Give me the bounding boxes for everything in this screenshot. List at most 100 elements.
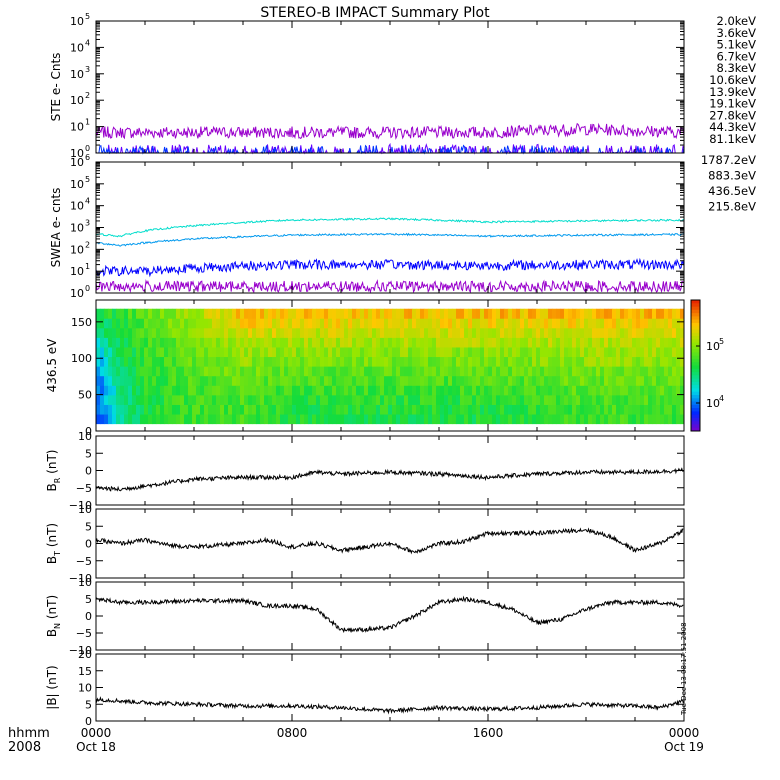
heatmap-cell [608, 356, 613, 367]
heatmap-cell [116, 308, 121, 319]
heatmap-cell [388, 337, 393, 348]
heatmap-cell [668, 404, 673, 415]
heatmap-cell [136, 394, 141, 405]
heatmap-cell [216, 385, 221, 396]
heatmap-cell [336, 356, 341, 367]
heatmap-cell [260, 318, 265, 329]
heatmap-cell [152, 347, 157, 358]
heatmap-cell [652, 394, 657, 405]
colorbar-segment [691, 411, 700, 416]
heatmap-cell [380, 327, 385, 338]
heatmap-cell [612, 385, 617, 396]
heatmap-cell [580, 308, 585, 319]
heatmap-cell [640, 414, 645, 425]
heatmap-cell [372, 404, 377, 415]
heatmap-cell [216, 404, 221, 415]
colorbar-segment [691, 362, 700, 366]
heatmap-cell [144, 308, 149, 319]
heatmap-cell [300, 318, 305, 329]
heatmap-cell [660, 308, 665, 319]
heatmap-cell [512, 404, 517, 415]
colorbar-segment [691, 358, 700, 363]
heatmap-cell [588, 337, 593, 348]
heatmap-cell [416, 394, 421, 405]
heatmap-cell [428, 375, 433, 386]
heatmap-cell [476, 347, 481, 358]
heatmap-cell [428, 404, 433, 415]
heatmap-cell [316, 327, 321, 338]
heatmap-cell [560, 347, 565, 358]
heatmap-cell [464, 356, 469, 367]
heatmap-cell [596, 318, 601, 329]
heatmap-cell [628, 366, 633, 377]
heatmap-cell [512, 385, 517, 396]
heatmap-cell [120, 347, 125, 358]
heatmap-cell [552, 385, 557, 396]
heatmap-cell [616, 366, 621, 377]
heatmap-cell [200, 308, 205, 319]
heatmap-cell [520, 327, 525, 338]
heatmap-cell [116, 356, 121, 367]
heatmap-cell [328, 337, 333, 348]
heatmap-cell [480, 347, 485, 358]
heatmap-cell [300, 356, 305, 367]
heatmap-cell [628, 404, 633, 415]
heatmap-cell [220, 347, 225, 358]
heatmap-cell [588, 414, 593, 425]
heatmap-cell [128, 394, 133, 405]
colorbar-segment [691, 388, 700, 393]
heatmap-cell [348, 404, 353, 415]
heatmap-cell [164, 385, 169, 396]
heatmap-cell [228, 318, 233, 329]
heatmap-cell [256, 375, 261, 386]
heatmap-cell [156, 394, 161, 405]
heatmap-cell [624, 347, 629, 358]
heatmap-cell [664, 375, 669, 386]
heatmap-cell [348, 414, 353, 425]
heatmap-cell [324, 366, 329, 377]
heatmap-cell [596, 375, 601, 386]
heatmap-cell [596, 337, 601, 348]
heatmap-cell [472, 318, 477, 329]
heatmap-cell [548, 404, 553, 415]
heatmap-cell [100, 385, 105, 396]
heatmap-cell [224, 414, 229, 425]
heatmap-cell [640, 318, 645, 329]
heatmap-cell [396, 366, 401, 377]
heatmap-cell [652, 327, 657, 338]
y-tick-label: 10 [70, 147, 84, 160]
heatmap-cell [288, 385, 293, 396]
heatmap-cell [500, 337, 505, 348]
heatmap-cell [160, 308, 165, 319]
colorbar-segment [691, 303, 700, 308]
heatmap-cell [504, 375, 509, 386]
heatmap-cell [124, 414, 129, 425]
heatmap-cell [268, 404, 273, 415]
heatmap-cell [176, 308, 181, 319]
heatmap-cell [320, 394, 325, 405]
heatmap-cell [532, 356, 537, 367]
heatmap-cell [420, 356, 425, 367]
heatmap-cell [604, 318, 609, 329]
heatmap-cell [308, 375, 313, 386]
heatmap-cell [244, 308, 249, 319]
heatmap-cell [340, 356, 345, 367]
heatmap-cell [392, 366, 397, 377]
heatmap-cell [560, 404, 565, 415]
heatmap-cell [384, 366, 389, 377]
heatmap-cell [612, 394, 617, 405]
heatmap-cell [340, 308, 345, 319]
heatmap-cell [572, 385, 577, 396]
heatmap-cell [368, 394, 373, 405]
heatmap-cell [208, 385, 213, 396]
heatmap-cell [504, 394, 509, 405]
heatmap-cell [424, 414, 429, 425]
heatmap-cell [600, 385, 605, 396]
heatmap-cell [148, 375, 153, 386]
colorbar-segment [691, 352, 700, 357]
heatmap-cell [576, 394, 581, 405]
heatmap-cell [336, 318, 341, 329]
heatmap-cell [332, 318, 337, 329]
heatmap-cell [336, 366, 341, 377]
heatmap-cell [608, 385, 613, 396]
